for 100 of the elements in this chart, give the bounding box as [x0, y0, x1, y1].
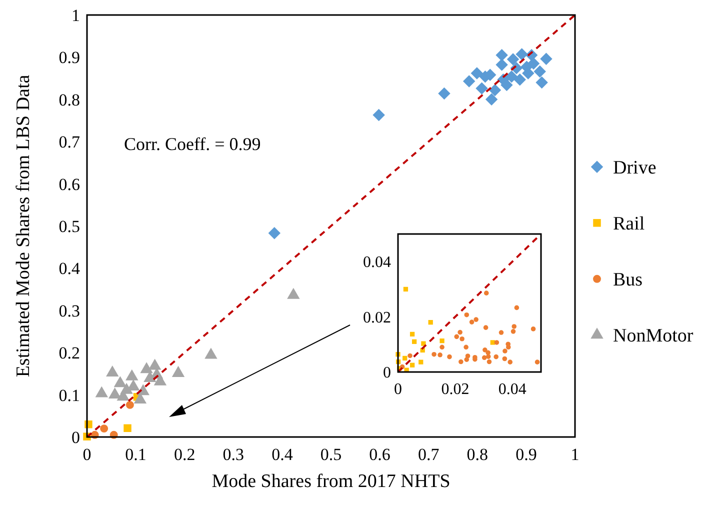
point [484, 290, 489, 296]
point [403, 286, 408, 292]
point [428, 320, 433, 325]
point [438, 352, 442, 358]
x-tick-label: 0.5 [320, 445, 342, 464]
point [148, 358, 162, 370]
y-tick-label: 0.02 [363, 309, 391, 326]
x-tick-label: 0.02 [441, 381, 470, 398]
x-tick-label: 0 [394, 381, 402, 398]
y-tick-label: 0.7 [58, 132, 80, 152]
legend-label: Drive [613, 158, 656, 179]
point [268, 227, 281, 240]
y-tick-label: 0.6 [58, 174, 80, 194]
point [106, 366, 119, 377]
point [114, 376, 127, 388]
x-tick-label: 0.9 [516, 445, 537, 464]
point [482, 348, 488, 352]
x-tick-label: 1 [570, 445, 580, 464]
point [402, 356, 408, 361]
point [498, 330, 504, 335]
point [372, 108, 385, 122]
point [172, 366, 185, 377]
point [508, 360, 513, 364]
point [458, 359, 464, 364]
point [458, 330, 462, 335]
point [502, 348, 508, 354]
point [494, 354, 498, 360]
x-tick-label: 0.2 [174, 445, 196, 464]
point [476, 82, 488, 95]
x-tick-label: 0.7 [418, 445, 440, 464]
point [486, 354, 491, 359]
point [126, 369, 138, 380]
point [496, 48, 508, 62]
y-axis-title: Estimated Mode Shares from LBS Data [13, 74, 34, 378]
point [418, 360, 424, 364]
point [464, 344, 468, 350]
point [412, 339, 417, 344]
point [204, 348, 218, 359]
point [527, 57, 540, 70]
point [120, 382, 133, 394]
point [460, 336, 464, 342]
point [287, 288, 300, 299]
point [494, 340, 500, 345]
y-tick-label: 0.4 [58, 259, 80, 278]
annotation: Corr. Coeff. = 0.99 [124, 134, 261, 154]
point [514, 305, 520, 310]
x-tick-label: 0.4 [272, 445, 294, 464]
point [410, 332, 415, 337]
x-tick-label: 0.3 [222, 445, 244, 464]
point [536, 76, 548, 89]
point [447, 354, 452, 360]
point [469, 320, 474, 324]
legend-label: NonMotor [613, 326, 694, 347]
point [530, 326, 536, 332]
point [512, 324, 517, 329]
point [438, 87, 450, 100]
x-axis-title: Mode Shares from 2017 NHTS [212, 471, 450, 492]
point [485, 93, 498, 106]
point [432, 352, 436, 357]
y-tick-label: 0 [72, 428, 80, 447]
point [483, 325, 488, 330]
point [502, 356, 508, 362]
point [465, 354, 470, 358]
x-tick-label: 0.8 [466, 445, 488, 464]
point [534, 65, 546, 78]
point [490, 340, 495, 345]
y-tick-label: 0 [383, 364, 391, 382]
point [514, 73, 526, 86]
point [540, 52, 552, 66]
point [454, 334, 460, 340]
point [506, 53, 520, 66]
point [496, 58, 508, 71]
y-tick-label: 0.04 [363, 254, 391, 272]
point [108, 387, 122, 398]
point [95, 386, 108, 398]
point [462, 75, 476, 88]
point [534, 360, 540, 364]
point [510, 329, 516, 334]
x-tick-label: 0.04 [498, 381, 526, 398]
point [482, 355, 487, 360]
point [516, 48, 528, 60]
point [470, 67, 484, 80]
point [408, 353, 412, 358]
point [464, 312, 470, 318]
y-tick-label: 0.3 [58, 301, 80, 320]
point [440, 338, 444, 344]
y-tick-label: 0.2 [58, 344, 80, 363]
point [474, 317, 478, 322]
legend-label: Rail [613, 214, 645, 235]
y-tick-label: 0.8 [58, 90, 80, 110]
y-tick-label: 1 [72, 6, 80, 25]
point [488, 84, 502, 96]
x-tick-label: 0.1 [125, 445, 146, 464]
point [410, 362, 415, 368]
y-tick-label: 0.5 [58, 216, 80, 236]
point [440, 344, 444, 350]
point [486, 359, 492, 364]
y-tick-label: 0.9 [58, 48, 80, 68]
point [421, 341, 426, 346]
legend-label: Bus [613, 270, 643, 291]
